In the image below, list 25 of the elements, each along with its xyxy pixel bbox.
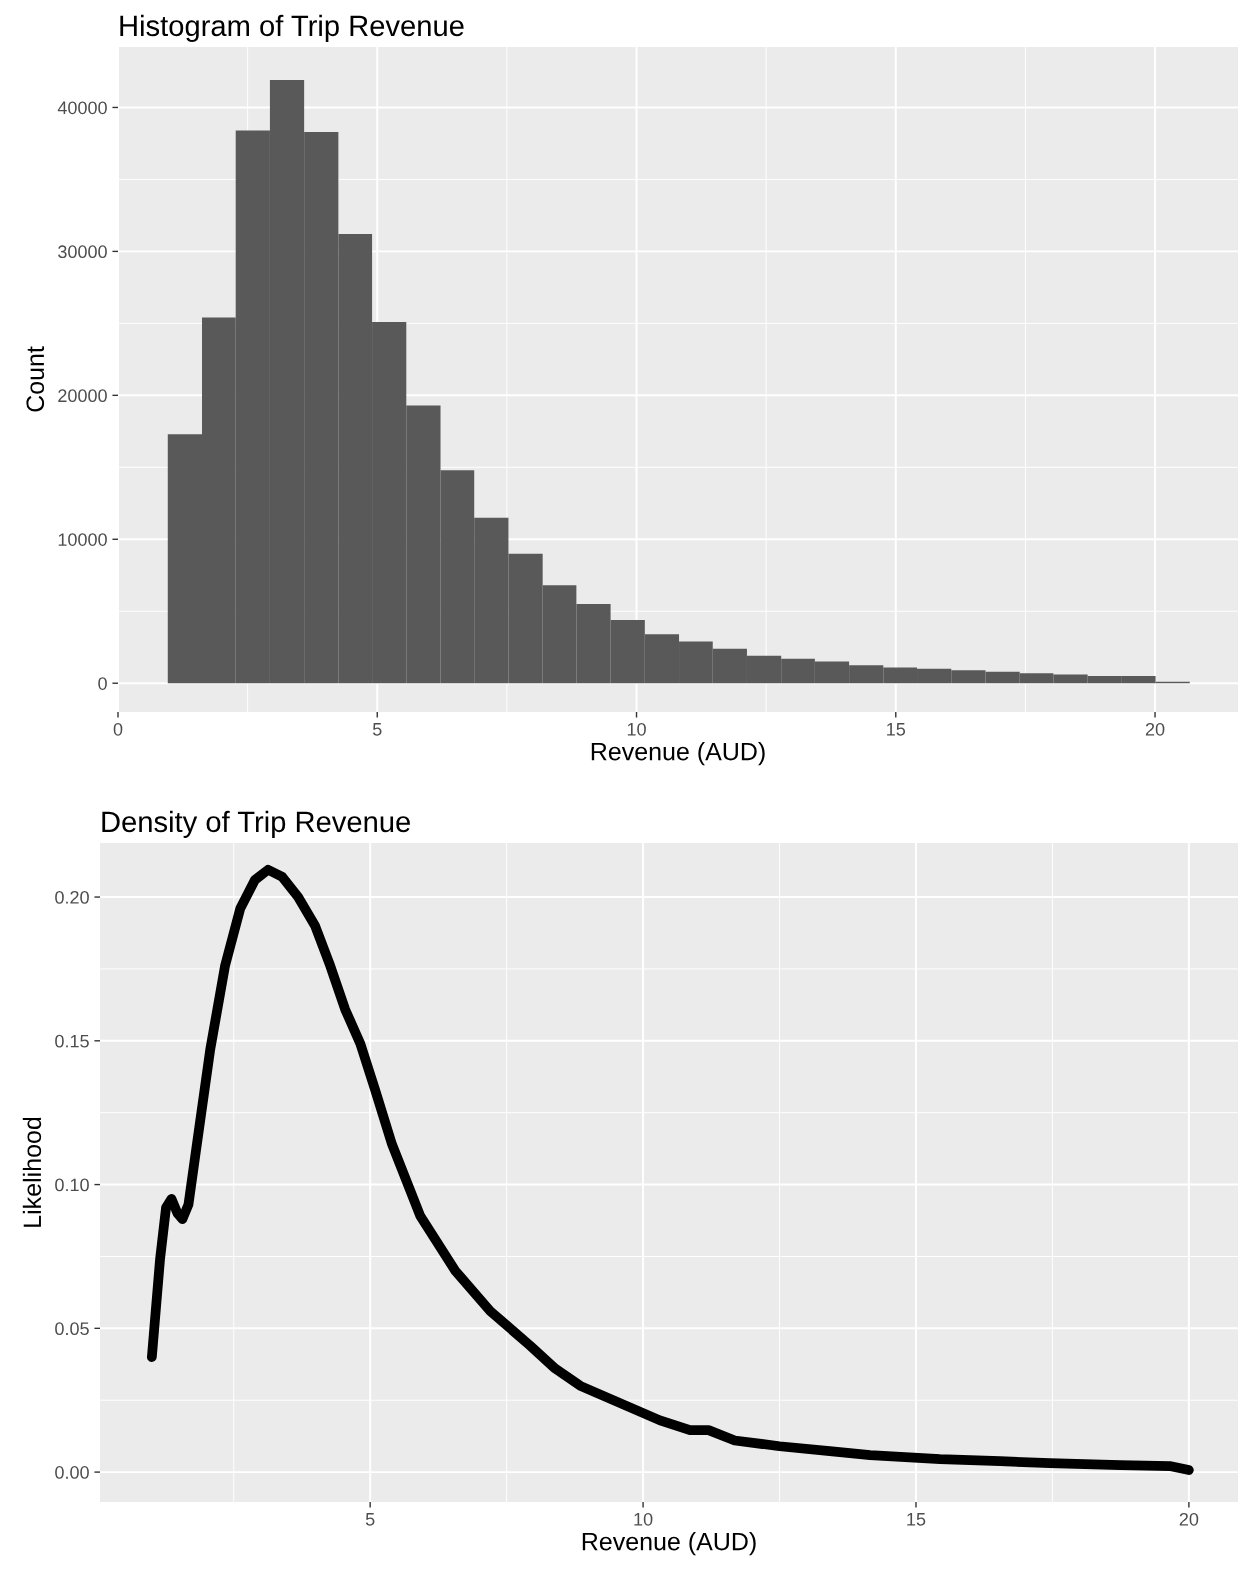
x-axis-title: Revenue (AUD): [582, 1532, 756, 1556]
y-tick-label: 0.15: [55, 1034, 89, 1048]
x-tick-label: 5: [365, 1513, 375, 1526]
y-tick-label: 20000: [58, 389, 107, 403]
x-tick-label: 20: [1145, 722, 1165, 736]
y-tick-label: 10000: [58, 533, 107, 546]
x-tick-label: 15: [907, 1513, 926, 1526]
y-tick-label: 0.20: [55, 890, 89, 904]
y-tick-label: 0.10: [55, 1178, 89, 1192]
y-tick-label: 40000: [57, 101, 107, 115]
y-tick-label: 0.05: [55, 1322, 89, 1336]
x-axis-title: Revenue (AUD): [591, 742, 765, 766]
chart-title: Histogram of Trip Revenue: [120, 14, 464, 42]
x-tick-label: 15: [887, 723, 906, 736]
chart-title: Density of Trip Revenue: [102, 810, 410, 838]
y-tick-label: 0.00: [55, 1466, 89, 1479]
y-axis-title: Likelihood: [22, 1117, 42, 1227]
x-tick-label: 10: [627, 722, 646, 736]
x-tick-label: 20: [1179, 1512, 1199, 1526]
y-tick-label: 0: [98, 677, 107, 690]
x-tick-label: 5: [372, 723, 382, 736]
y-tick-label: 30000: [58, 245, 107, 259]
x-tick-label: 0: [113, 722, 123, 736]
x-tick-label: 10: [634, 1512, 653, 1526]
y-axis-title: Count: [26, 346, 45, 412]
